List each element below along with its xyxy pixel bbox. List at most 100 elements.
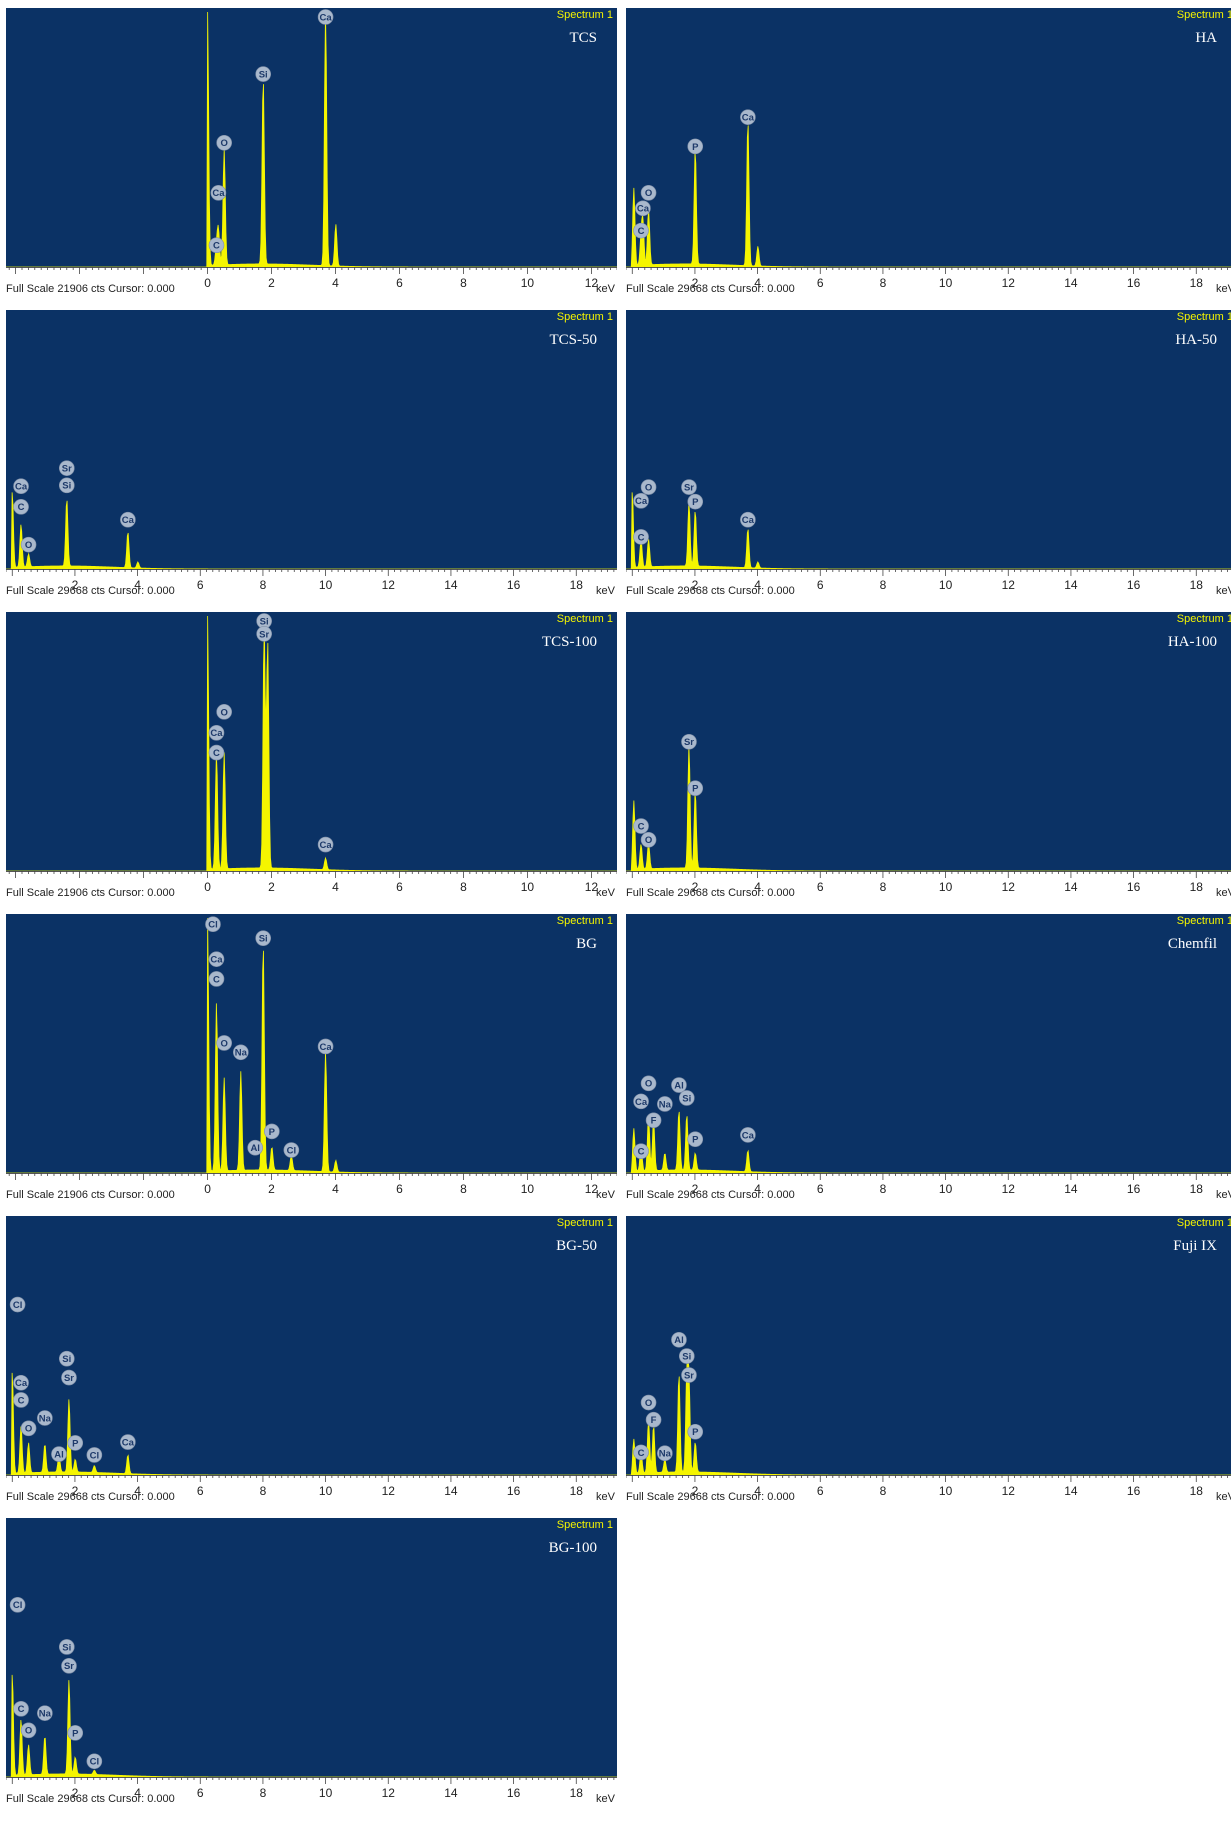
x-tick-label: 12	[1002, 1182, 1016, 1196]
element-label: O	[640, 831, 657, 848]
svg-text:Na: Na	[659, 1449, 672, 1460]
spectrum-panel: C Ca O Sr P Ca 2 4 6 8 10 12 14 16 18 Spectrum 1 HA-50 Fu…	[626, 310, 1231, 612]
element-label: Ca	[13, 478, 29, 495]
x-tick-label: 2	[268, 880, 275, 894]
status-footer: Full Scale 29668 cts Cursor: 0.000 keV	[6, 1793, 617, 1805]
element-label: Si	[58, 1639, 75, 1655]
status-footer: Full Scale 29668 cts Cursor: 0.000 keV	[6, 1491, 617, 1503]
full-scale-readout: Full Scale 21906 cts Cursor: 0.000	[6, 1189, 175, 1201]
element-label: F	[645, 1112, 662, 1129]
x-unit-label: keV	[596, 1491, 615, 1503]
svg-text:P: P	[692, 784, 699, 795]
element-label: Al	[51, 1446, 67, 1462]
plot-background	[626, 914, 1231, 1173]
element-label: C	[633, 529, 649, 545]
svg-text:Cl: Cl	[13, 1600, 23, 1611]
element-label: Cl	[86, 1753, 103, 1770]
svg-text:Si: Si	[62, 1354, 71, 1365]
x-tick-label: 8	[260, 578, 267, 592]
x-tick-label: 12	[382, 578, 396, 592]
sample-name: BG-100	[548, 1540, 597, 1556]
spectrum-panel: C Ca O Si Ca 0 2 4 6 8 10 12 Spectrum 1 TCS Full Scale…	[6, 8, 617, 310]
element-label: O	[216, 704, 232, 720]
element-label: C	[633, 1143, 649, 1160]
svg-text:Ca: Ca	[319, 1042, 332, 1053]
x-tick-label: 10	[939, 1484, 953, 1498]
x-tick-label: 8	[880, 1182, 887, 1196]
x-tick-label: 8	[880, 276, 887, 290]
element-label: O	[640, 185, 657, 201]
element-label: P	[67, 1725, 84, 1741]
x-tick-label: 8	[880, 578, 887, 592]
svg-text:Na: Na	[39, 1413, 52, 1424]
element-label: Na	[37, 1410, 53, 1426]
status-footer: Full Scale 29668 cts Cursor: 0.000 keV	[626, 1491, 1231, 1503]
full-scale-readout: Full Scale 29668 cts Cursor: 0.000	[626, 887, 795, 899]
spectrum-panel: Cl C O Na Si Sr P Cl 2 4 6 8 10 12 14 16 18 Spectrum 1 BG-…	[6, 1518, 617, 1820]
sample-name: BG-50	[556, 1238, 597, 1254]
x-tick-label: 12	[585, 1182, 599, 1196]
element-label: O	[216, 134, 232, 151]
x-tick-label: 12	[382, 1786, 396, 1800]
element-label: C	[208, 237, 225, 254]
svg-text:O: O	[220, 1038, 227, 1049]
x-tick-label: 4	[134, 578, 141, 592]
svg-text:Ca: Ca	[212, 188, 225, 199]
x-tick-label: 4	[754, 1484, 761, 1498]
x-tick-label: 10	[521, 880, 535, 894]
element-label: Sr	[681, 733, 697, 750]
full-scale-readout: Full Scale 29668 cts Cursor: 0.000	[626, 585, 795, 597]
x-tick-label: 2	[268, 1182, 275, 1196]
plot-background	[6, 8, 617, 267]
x-tick-label: 2	[692, 1182, 699, 1196]
spectrum-panel: Cl Ca C O Na Al Si Sr P Cl Ca 2 4 6 8 10 12 14 16 18 Spectru…	[6, 1216, 617, 1518]
x-tick-label: 10	[521, 276, 535, 290]
svg-text:Ca: Ca	[742, 113, 755, 124]
spectrum-tag: Spectrum 1	[1176, 1217, 1231, 1229]
svg-text:Ca: Ca	[637, 204, 650, 215]
x-tick-label: 6	[396, 276, 403, 290]
spectrum-plot: CO Sr P 2 4 6 8 10 12 14 16 18	[626, 612, 1231, 901]
spectrum-panel: C O F Na Al Si Sr P 2 4 6 8 10 12 14 16 18 Spectrum 1 Fuji…	[626, 1216, 1231, 1518]
element-label: C	[13, 1701, 29, 1717]
spectrum-plot: C Ca O Sr P Ca 2 4 6 8 10 12 14 16 18	[626, 310, 1231, 599]
svg-text:Sr: Sr	[62, 464, 72, 475]
svg-text:Sr: Sr	[684, 1370, 694, 1381]
spectrum-plot: Ca C O Sr Si Ca 2 4 6 8 10 12 14 16 18	[6, 310, 617, 599]
x-tick-label: 4	[754, 578, 761, 592]
status-footer: Full Scale 29668 cts Cursor: 0.000 keV	[626, 1189, 1231, 1201]
spectrum-tag: Spectrum 1	[1176, 613, 1231, 625]
element-label: Si	[678, 1348, 695, 1364]
x-tick-label: 18	[570, 578, 584, 592]
x-tick-label: 10	[319, 1484, 333, 1498]
element-label: Si	[255, 930, 271, 946]
element-label: C	[13, 499, 29, 515]
x-tick-label: 4	[754, 880, 761, 894]
x-tick-label: 10	[939, 1182, 953, 1196]
plot-background	[626, 310, 1231, 569]
spectrum-tag: Spectrum 1	[556, 1519, 613, 1531]
x-tick-label: 12	[1002, 880, 1016, 894]
svg-text:P: P	[72, 1728, 79, 1739]
x-tick-label: 6	[817, 578, 824, 592]
svg-text:Si: Si	[62, 1642, 71, 1653]
element-label: Sr	[681, 479, 697, 495]
element-label: Sr	[58, 460, 75, 476]
svg-text:Sr: Sr	[64, 1661, 74, 1672]
svg-text:O: O	[220, 707, 227, 718]
status-footer: Full Scale 29668 cts Cursor: 0.000 keV	[626, 283, 1231, 295]
status-footer: Full Scale 29668 cts Cursor: 0.000 keV	[6, 585, 617, 597]
element-label: Ca	[208, 725, 225, 741]
svg-text:Ca: Ca	[635, 496, 648, 507]
element-label: Ca	[120, 511, 136, 528]
x-tick-label: 16	[1127, 578, 1141, 592]
spectrum-plot: C Ca O P Ca 2 4 6 8 10 12 14 16 18	[626, 8, 1231, 297]
element-label: P	[687, 1423, 704, 1440]
full-scale-readout: Full Scale 29668 cts Cursor: 0.000	[626, 283, 795, 295]
status-footer: Full Scale 29668 cts Cursor: 0.000 keV	[626, 585, 1231, 597]
svg-text:Sr: Sr	[259, 629, 269, 640]
x-tick-label: 16	[507, 1484, 521, 1498]
spectrum-panel: C O Sr P 2 4 6 8 10 12 14 16 18 Spectrum 1 HA-100 Full …	[626, 612, 1231, 914]
svg-text:Si: Si	[682, 1352, 691, 1363]
